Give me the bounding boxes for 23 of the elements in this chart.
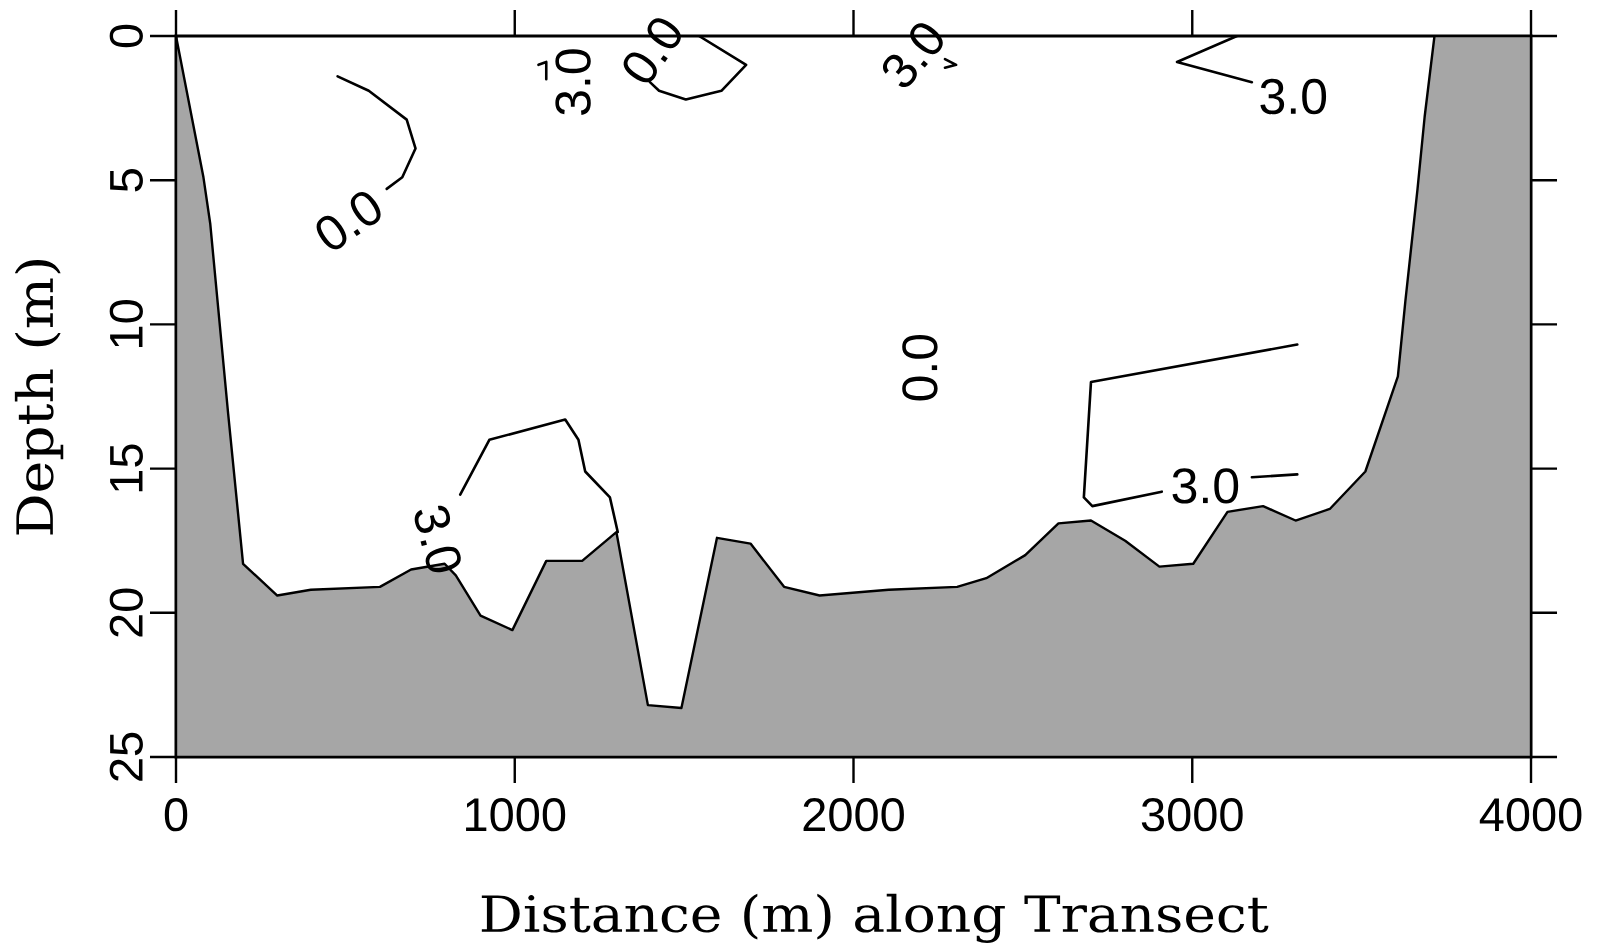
annotation: 0.0 bbox=[316, 191, 381, 250]
x-axis-title: Distance (m) along Transect bbox=[481, 893, 1269, 943]
annotation: 0.0 bbox=[902, 334, 938, 401]
y-tick-label: 10 bbox=[109, 300, 143, 347]
annotation: 0.0 bbox=[623, 18, 681, 83]
y-axis-title: Depth (m) bbox=[14, 259, 64, 535]
x-tick-label: 3000 bbox=[1141, 798, 1243, 832]
line-series bbox=[336, 75, 417, 191]
y-tick-label: 15 bbox=[110, 444, 143, 492]
y-tick-label: 0 bbox=[109, 24, 143, 48]
annotation: 3.0 bbox=[1260, 78, 1327, 115]
x-tick-label: 4000 bbox=[1479, 798, 1582, 832]
annotation: 3.0 bbox=[414, 505, 461, 573]
y-tick-label: 25 bbox=[109, 732, 143, 781]
line-series bbox=[1082, 343, 1299, 508]
annotation: 3.0 bbox=[882, 23, 943, 88]
x-tick-label: 0 bbox=[164, 798, 188, 832]
y-tick-label: 20 bbox=[109, 588, 143, 637]
x-tick-label: 2000 bbox=[803, 798, 904, 832]
x-tick-label: 1000 bbox=[466, 798, 566, 832]
annotation: 3.0 bbox=[1172, 468, 1239, 504]
y-tick-label: 5 bbox=[110, 169, 143, 192]
annotation: 3.0 bbox=[555, 49, 591, 115]
